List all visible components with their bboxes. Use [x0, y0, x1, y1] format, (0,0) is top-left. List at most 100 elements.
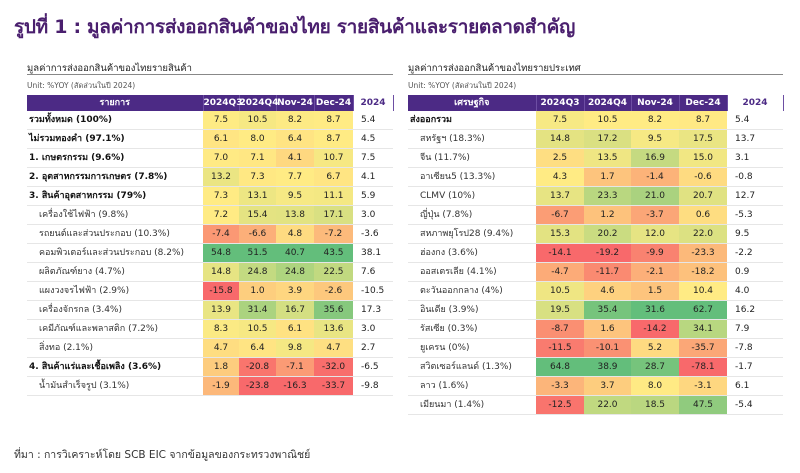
value-cell: 14.8 — [536, 129, 584, 149]
value-cell: -9.9 — [631, 243, 679, 263]
row-label: เมียนมา (1.4%) — [420, 400, 485, 410]
value-cell: -8.7 — [536, 319, 584, 339]
table-row: รัสเซีย (0.3%) -8.7 1.6 -14.2 34.1 7.9 — [408, 319, 783, 339]
row-label: ไม่รวมทองคำ (97.1%) — [29, 134, 125, 144]
row-label: สหภาพยุโรป28 (9.4%) — [420, 229, 514, 239]
country-table-title: มูลค่าการส่งออกสินค้าของไทยรายประเทศ — [408, 62, 783, 75]
table-row: อาเซียน5 (13.3%) 4.3 1.7 -1.4 -0.6 -0.8 — [408, 167, 783, 187]
table-row: เมียนมา (1.4%) -12.5 22.0 18.5 47.5 -5.4 — [408, 395, 783, 415]
table-row: ผลิตภัณฑ์ยาง (4.7%) 14.8 24.8 24.8 22.5 7.6 — [27, 262, 393, 282]
value-cell: 13.2 — [203, 167, 239, 187]
row-label: แผงวงจรไฟฟ้า (2.9%) — [39, 286, 130, 296]
value-cell: 6.4 — [276, 129, 314, 149]
value-cell: 15.4 — [239, 205, 276, 225]
value-cell: 34.1 — [679, 319, 727, 339]
table-row: ญี่ปุ่น (7.8%) -6.7 1.2 -3.7 0.6 -5.3 — [408, 205, 783, 225]
table-row: 3. สินค้าอุตสาหกรรม (79%) 7.3 13.1 9.5 11.1 5… — [27, 186, 393, 206]
value-cell: 5.2 — [631, 338, 679, 358]
value-cell: -9.8 — [361, 381, 379, 391]
value-cell: 17.1 — [314, 205, 353, 225]
value-cell: 2.7 — [361, 343, 376, 353]
value-cell: 22.0 — [679, 224, 727, 244]
table-row: เครื่องใช้ไฟฟ้า (9.8%) 7.2 15.4 13.8 17.1 3.0 — [27, 205, 393, 225]
value-cell: 10.5 — [239, 111, 276, 130]
value-cell: -6.7 — [536, 205, 584, 225]
value-cell: -5.3 — [735, 210, 753, 220]
value-cell: 7.1 — [239, 148, 276, 168]
value-cell: 1.0 — [239, 281, 276, 301]
value-cell: -35.7 — [679, 338, 727, 358]
value-cell: -0.8 — [735, 172, 753, 182]
table-row: ฮ่องกง (3.6%) -14.1 -19.2 -9.9 -23.3 -2.2 — [408, 243, 783, 263]
value-cell: 28.7 — [631, 357, 679, 377]
value-cell: 17.2 — [584, 129, 631, 149]
value-cell: 22.5 — [314, 262, 353, 282]
value-cell: 5.9 — [361, 191, 376, 201]
row-label: จีน (11.7%) — [420, 153, 470, 163]
value-cell: -3.3 — [536, 376, 584, 396]
table-row: อินเดีย (3.9%) 19.5 35.4 31.6 62.7 16.2 — [408, 300, 783, 320]
value-cell: 9.5 — [631, 129, 679, 149]
table-row: ไม่รวมทองคำ (97.1%) 6.1 8.0 6.4 8.7 4.5 — [27, 129, 393, 149]
column-header-3: Nov-24 — [631, 95, 680, 111]
value-cell: 17.3 — [361, 305, 382, 315]
table-row: จีน (11.7%) 2.5 13.5 16.9 15.0 3.1 — [408, 148, 783, 168]
value-cell: 8.3 — [203, 319, 239, 339]
value-cell: 13.7 — [536, 186, 584, 206]
value-cell: -7.2 — [314, 224, 353, 244]
row-label: ฮ่องกง (3.6%) — [420, 248, 478, 258]
value-cell: 5.4 — [361, 115, 376, 125]
value-cell: -6.5 — [361, 362, 379, 372]
table-row: ยูเครน (0%) -11.5 -10.1 5.2 -35.7 -7.8 — [408, 338, 783, 358]
row-label: รวมทั้งหมด (100%) — [29, 115, 113, 125]
country-table-header: เศรษฐกิจ 2024Q3 2024Q4 Nov-24 Dec-24 2024 — [408, 95, 784, 111]
row-label: เครื่องจักรกล (3.4%) — [39, 305, 122, 315]
value-cell: -3.7 — [631, 205, 679, 225]
table-row: สหภาพยุโรป28 (9.4%) 15.3 20.2 12.0 22.0 9.5 — [408, 224, 783, 244]
value-cell: 51.5 — [239, 243, 276, 263]
value-cell: 11.1 — [314, 186, 353, 206]
column-header-3: Nov-24 — [276, 95, 315, 111]
table-row: สิ่งทอ (2.1%) 4.7 6.4 9.8 4.7 2.7 — [27, 338, 393, 358]
value-cell: -3.1 — [679, 376, 727, 396]
value-cell: -3.6 — [361, 229, 379, 239]
value-cell: -14.1 — [536, 243, 584, 263]
column-header-2: 2024Q4 — [584, 95, 632, 111]
value-cell: -5.4 — [735, 400, 753, 410]
value-cell: 16.2 — [735, 305, 756, 315]
row-label: เคมีภัณฑ์และพลาสติก (7.2%) — [39, 324, 158, 334]
row-label: 3. สินค้าอุตสาหกรรม (79%) — [29, 191, 147, 201]
value-cell: 7.7 — [276, 167, 314, 187]
value-cell: -11.7 — [584, 262, 631, 282]
row-label: ยูเครน (0%) — [420, 343, 470, 353]
row-label: ส่งออกรวม — [410, 115, 452, 125]
value-cell: 47.5 — [679, 395, 727, 415]
table-row: เครื่องจักรกล (3.4%) 13.9 31.4 16.7 35.6 17.3 — [27, 300, 393, 320]
value-cell: -16.3 — [276, 376, 314, 396]
value-cell: 0.9 — [735, 267, 750, 277]
row-label: CLMV (10%) — [420, 191, 476, 201]
value-cell: -15.8 — [203, 281, 239, 301]
value-cell: 4.0 — [735, 286, 750, 296]
row-label: ออสเตรเลีย (4.1%) — [420, 267, 497, 277]
value-cell: 43.5 — [314, 243, 353, 263]
page-title: รูปที่ 1 : มูลค่าการส่งออกสินค้าของไทย ร… — [14, 16, 575, 38]
value-cell: -33.7 — [314, 376, 353, 396]
value-cell: -2.1 — [631, 262, 679, 282]
value-cell: 7.9 — [735, 324, 750, 334]
value-cell: -1.9 — [203, 376, 239, 396]
column-header-5: 2024 — [727, 95, 784, 111]
value-cell: 8.0 — [631, 376, 679, 396]
value-cell: 13.8 — [276, 205, 314, 225]
country-export-table: เศรษฐกิจ 2024Q3 2024Q4 Nov-24 Dec-24 2024 ส่ง… — [408, 95, 784, 415]
row-label: อินเดีย (3.9%) — [420, 305, 479, 315]
table-row: น้ำมันสำเร็จรูป (3.1%) -1.9 -23.8 -16.3 -33.… — [27, 376, 393, 396]
value-cell: 8.7 — [679, 111, 727, 130]
value-cell: 13.9 — [203, 300, 239, 320]
value-cell: 8.2 — [631, 111, 679, 130]
row-label: เครื่องใช้ไฟฟ้า (9.8%) — [39, 210, 129, 220]
value-cell: -4.7 — [536, 262, 584, 282]
value-cell: 13.7 — [735, 134, 756, 144]
value-cell: 23.3 — [584, 186, 631, 206]
value-cell: 0.6 — [679, 205, 727, 225]
